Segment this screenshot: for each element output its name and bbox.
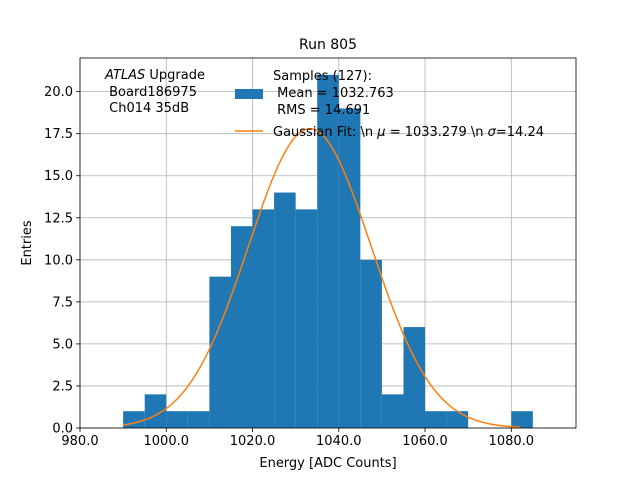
histogram-bar <box>252 209 275 428</box>
histogram-bar <box>511 411 533 428</box>
x-axis-label: Energy [ADC Counts] <box>259 456 396 471</box>
histogram-bar <box>209 276 231 428</box>
y-axis-ticks: 0.0 2.5 5.0 7.5 10.0 12.5 15.0 17.5 20.0 <box>44 85 80 437</box>
histogram-bar <box>403 327 426 428</box>
legend-histogram-label-line1: Samples (127): <box>273 69 372 84</box>
x-tick-label: 980.0 <box>61 434 98 449</box>
x-tick-label: 1020.0 <box>230 434 276 449</box>
histogram-bar <box>187 411 210 428</box>
y-tick-label: 12.5 <box>44 211 73 226</box>
x-axis-ticks: 980.0 1000.0 1020.0 1040.0 1060.0 1080.0 <box>61 428 534 449</box>
histogram-bar <box>166 411 188 428</box>
legend-histogram-swatch <box>235 89 263 99</box>
legend-histogram-label-line2: Mean = 1032.763 <box>273 86 394 101</box>
y-tick-label: 0.0 <box>52 422 73 437</box>
annotation-line1: ATLAS Upgrade <box>104 68 205 83</box>
histogram-bars <box>123 74 533 429</box>
y-tick-label: 15.0 <box>44 169 73 184</box>
y-tick-label: 7.5 <box>52 295 73 310</box>
histogram-bar <box>317 74 339 429</box>
legend-fit-label: Gaussian Fit: \n μ = 1033.279 \n σ=14.24 <box>273 125 544 140</box>
histogram-bar <box>144 394 167 428</box>
histogram-bar <box>123 411 145 428</box>
plot-frame <box>79 57 577 429</box>
chart-title: Run 805 <box>299 37 357 53</box>
histogram-bar <box>295 209 318 428</box>
atlas-annotation: ATLAS Upgrade Board186975 Ch014 35dB <box>104 68 205 116</box>
histogram-bar <box>338 108 361 429</box>
legend: Samples (127): Mean = 1032.763 RMS = 14.… <box>235 69 544 140</box>
x-tick-label: 1000.0 <box>144 434 190 449</box>
y-axis-label: Entries <box>20 220 35 266</box>
legend-histogram-label-line3: RMS = 14.691 <box>273 103 370 118</box>
y-tick-label: 2.5 <box>52 379 73 394</box>
x-tick-label: 1060.0 <box>402 434 448 449</box>
y-tick-label: 5.0 <box>52 337 73 352</box>
annotation-line3: Ch014 35dB <box>105 101 189 116</box>
y-tick-label: 10.0 <box>44 253 73 268</box>
y-tick-label: 17.5 <box>44 127 73 142</box>
y-tick-label: 20.0 <box>44 85 73 100</box>
histogram-bar <box>381 394 404 428</box>
histogram-bar <box>446 411 469 428</box>
histogram-bar <box>274 192 296 428</box>
histogram-bar <box>230 226 253 428</box>
annotation-line2: Board186975 <box>105 85 197 100</box>
gaussian-fit-line <box>123 127 520 428</box>
histogram-bar <box>425 411 447 428</box>
x-tick-label: 1040.0 <box>316 434 362 449</box>
x-tick-label: 1080.0 <box>489 434 535 449</box>
histogram-bar <box>360 259 382 428</box>
